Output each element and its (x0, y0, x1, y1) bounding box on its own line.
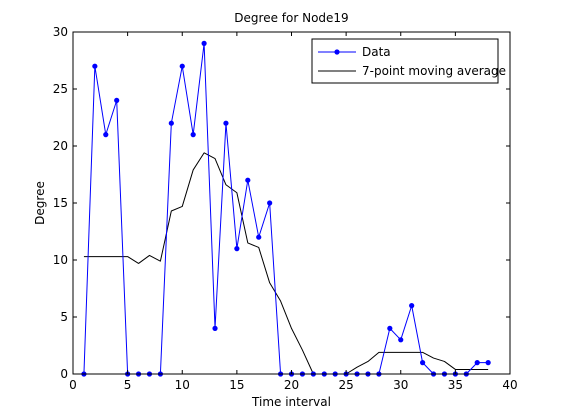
axis-ticks: 0 5 10 15 20 25 30 35 40 0 5 10 15 20 25 30 (53, 25, 518, 392)
data-point (267, 200, 273, 206)
y-axis-label: Degree (33, 181, 47, 225)
data-point (190, 132, 196, 138)
data-point (409, 303, 415, 309)
data-point (92, 63, 98, 69)
y-tick-label: 5 (60, 310, 68, 324)
data-point (256, 234, 262, 240)
data-point (179, 63, 185, 69)
y-tick-label: 20 (53, 139, 68, 153)
legend-box (311, 38, 499, 84)
series-line-data (83, 42, 489, 375)
data-point (103, 132, 109, 138)
x-tick-label: 15 (229, 378, 244, 392)
data-point (474, 360, 480, 366)
x-tick-label: 25 (338, 378, 353, 392)
data-point (114, 97, 120, 103)
y-tick-label: 25 (53, 82, 68, 96)
data-point (201, 40, 207, 47)
data-point (245, 177, 251, 183)
data-point (168, 120, 174, 126)
y-tick-label: 10 (53, 253, 68, 267)
x-tick-label: 10 (175, 378, 190, 392)
data-point (398, 337, 404, 343)
x-tick-label: 40 (502, 378, 517, 392)
x-tick-label: 30 (393, 378, 408, 392)
x-axis-label: Time interval (251, 395, 331, 409)
x-tick-label: 35 (448, 378, 463, 392)
data-point (387, 325, 393, 331)
legend-marker-data (334, 49, 340, 55)
data-point (223, 120, 229, 126)
data-point (234, 246, 240, 252)
legend-label-data: Data (362, 45, 391, 59)
y-tick-label: 0 (60, 367, 68, 381)
series-line-moving-average (83, 152, 489, 375)
x-tick-label: 5 (124, 378, 132, 392)
x-tick-label: 20 (284, 378, 299, 392)
chart-title: Degree for Node19 (234, 11, 348, 25)
data-point (485, 360, 491, 366)
legend: Data 7-point moving average (311, 38, 506, 84)
y-tick-label: 30 (53, 25, 68, 39)
x-tick-label: 0 (69, 378, 77, 392)
legend-label-moving-average: 7-point moving average (362, 64, 506, 78)
data-point (212, 325, 218, 331)
series-layer (81, 40, 491, 377)
data-point (420, 360, 426, 366)
y-tick-label: 15 (53, 196, 68, 210)
